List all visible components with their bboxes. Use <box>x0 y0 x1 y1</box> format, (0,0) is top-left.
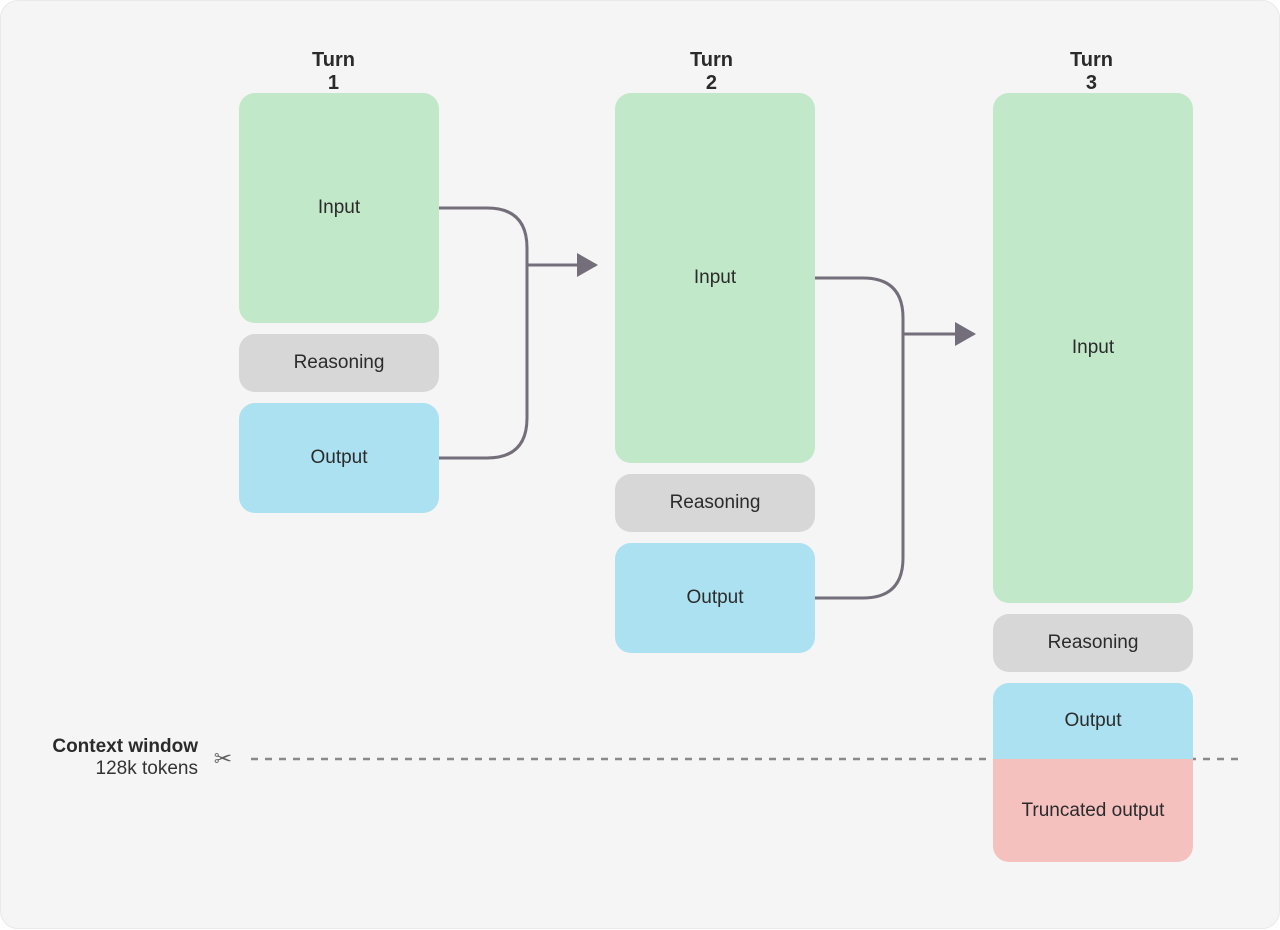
col-header-turn2-label: Turn 2 <box>690 49 733 95</box>
context-window-subtitle: 128k tokens <box>1 758 198 780</box>
col-header-turn3-label: Turn 3 <box>1070 49 1113 95</box>
block-t1-reasoning: Reasoning <box>239 334 439 392</box>
context-window-label: Context window 128k tokens <box>1 736 198 780</box>
block-t1-input: Input <box>239 93 439 323</box>
block-t3-input: Input <box>993 93 1193 603</box>
block-t3-input-label: Input <box>1072 337 1114 359</box>
block-t1-output: Output <box>239 403 439 513</box>
block-t3-reasoning: Reasoning <box>993 614 1193 672</box>
block-t3-truncated-label: Truncated output <box>1022 799 1165 823</box>
block-t2-output-label: Output <box>686 587 743 609</box>
block-t2-input-label: Input <box>694 267 736 289</box>
block-t3-output-label: Output <box>1064 710 1121 732</box>
block-t2-reasoning-label: Reasoning <box>670 492 761 514</box>
block-t3-reasoning-label: Reasoning <box>1048 632 1139 654</box>
arrow-path-a1 <box>439 208 595 458</box>
context-window-title: Context window <box>1 736 198 758</box>
col-header-turn1-label: Turn 1 <box>312 49 355 95</box>
scissors-icon: ✂ <box>214 746 232 772</box>
block-t2-reasoning: Reasoning <box>615 474 815 532</box>
block-t3-output: Output <box>993 683 1193 759</box>
arrow-path-a2 <box>815 278 973 598</box>
block-t1-reasoning-label: Reasoning <box>294 352 385 374</box>
block-t2-output: Output <box>615 543 815 653</box>
diagram-canvas: Turn 1 Turn 2 Turn 3 Input Reasoning Outpu… <box>0 0 1280 929</box>
block-t1-input-label: Input <box>318 197 360 219</box>
block-t1-output-label: Output <box>310 447 367 469</box>
block-t2-input: Input <box>615 93 815 463</box>
block-t3-truncated: Truncated output <box>993 759 1193 862</box>
